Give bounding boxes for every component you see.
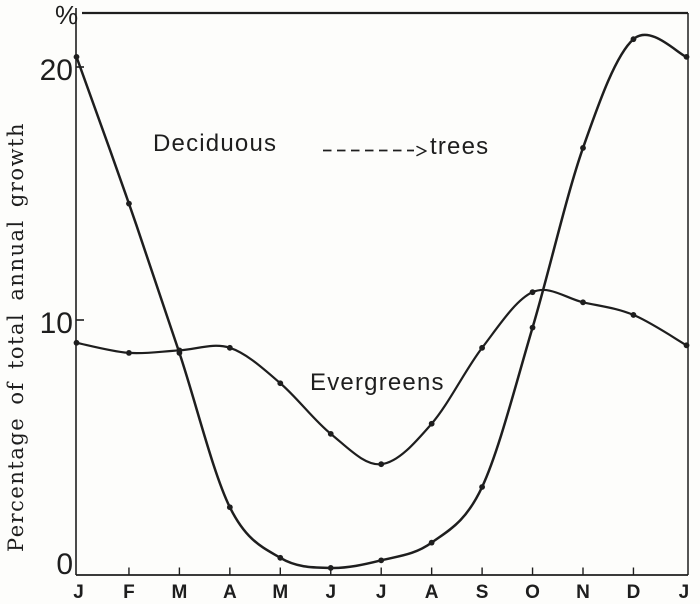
deciduous-series-label-suffix: trees: [430, 133, 490, 160]
deciduous-data-point: [529, 324, 536, 331]
month-label: J: [376, 582, 387, 603]
evergreens-series-label: Evergreens: [310, 369, 445, 396]
deciduous-data-point: [580, 145, 586, 151]
deciduous-data-point: [479, 484, 485, 490]
month-label: A: [223, 582, 237, 603]
deciduous-series-label: Deciduous: [153, 130, 278, 157]
month-label: M: [272, 582, 288, 603]
deciduous-data-point: [277, 554, 284, 561]
y-tick-label: 0: [56, 548, 73, 581]
evergreens-data-point: [73, 339, 80, 346]
evergreens-data-point: [630, 312, 637, 318]
deciduous-data-point: [327, 565, 334, 571]
month-label: J: [325, 582, 336, 603]
deciduous-data-point: [630, 36, 637, 43]
y-tick-label: 10: [40, 307, 73, 340]
deciduous-data-point: [428, 539, 435, 546]
evergreens-data-point: [126, 349, 132, 356]
evergreens-data-point: [529, 289, 536, 296]
deciduous-data-point: [126, 200, 132, 207]
deciduous-data-point: [226, 504, 233, 511]
deciduous-data-point: [683, 53, 690, 60]
evergreens-data-point: [378, 461, 385, 468]
deciduous-curve: [75, 33, 688, 570]
month-label: S: [476, 582, 489, 603]
percent-unit-label: %: [55, 0, 79, 30]
y-axis-title: Percentage of total annual growth: [4, 122, 28, 552]
month-label: A: [425, 582, 439, 603]
month-label: M: [171, 582, 187, 603]
month-label: D: [627, 582, 641, 603]
evergreens-data-point: [176, 347, 183, 354]
month-label: J: [73, 582, 84, 603]
evergreens-data-point: [479, 344, 485, 351]
evergreens-data-point: [428, 420, 435, 427]
month-label: J: [679, 582, 690, 603]
deciduous-data-point: [378, 557, 385, 564]
evergreens-data-point: [226, 344, 233, 351]
evergreens-data-point: [277, 380, 284, 387]
y-tick-label: 20: [40, 54, 73, 87]
evergreens-data-point: [683, 342, 690, 349]
deciduous-leader-arrow: [416, 145, 427, 157]
deciduous-data-point: [73, 53, 80, 60]
evergreens-data-point: [327, 430, 334, 437]
month-label: N: [576, 582, 590, 603]
month-label: F: [123, 582, 135, 603]
month-label: O: [525, 582, 540, 603]
evergreens-data-point: [580, 299, 586, 306]
